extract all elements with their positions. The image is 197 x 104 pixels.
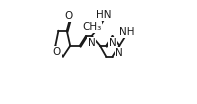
- Text: O: O: [53, 47, 61, 57]
- Text: CH₃: CH₃: [82, 22, 101, 32]
- Text: N: N: [109, 38, 116, 48]
- Text: N: N: [88, 38, 96, 48]
- Text: N: N: [115, 48, 123, 58]
- Text: O: O: [65, 11, 73, 21]
- Text: NH: NH: [119, 27, 135, 37]
- Text: HN: HN: [96, 10, 111, 20]
